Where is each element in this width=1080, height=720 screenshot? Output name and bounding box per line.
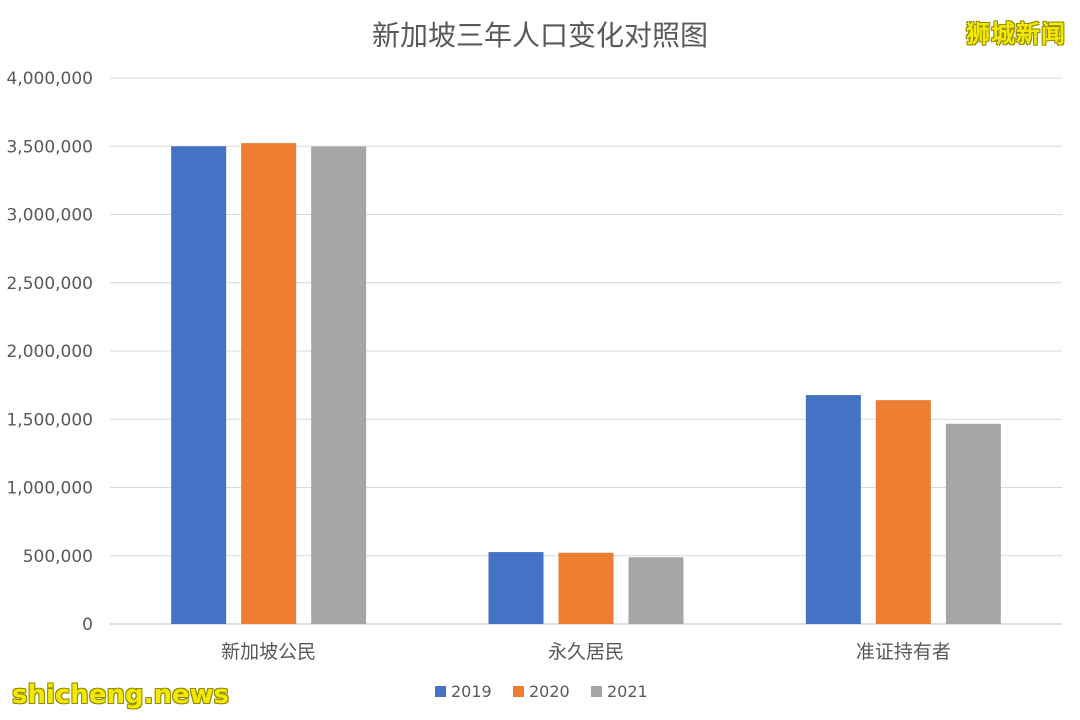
x-category-label: 新加坡公民 [221, 641, 316, 663]
chart-title: 新加坡三年人口变化对照图 [372, 19, 708, 52]
watermark-top-right: 狮城新闻 [966, 20, 1066, 48]
legend-swatch-2021 [591, 686, 602, 697]
legend-label-2019: 2019 [451, 682, 492, 701]
y-tick-label: 3,000,000 [6, 206, 93, 226]
y-tick-label: 0 [82, 615, 93, 635]
bar-2021-0 [311, 146, 367, 624]
bar-2021-1 [628, 557, 684, 624]
legend-label-2020: 2020 [529, 682, 570, 701]
y-tick-label: 4,000,000 [6, 69, 93, 89]
bar-2019-0 [171, 146, 227, 624]
legend-swatch-2019 [435, 686, 446, 697]
watermark-bottom-left: shicheng.news [12, 680, 230, 710]
y-tick-label: 2,500,000 [6, 274, 93, 294]
y-axis-tick-labels: 0 500,000 1,000,000 1,500,000 2,000,000 2,500… [6, 69, 93, 635]
bar-2019-1 [488, 552, 544, 624]
bar-2021-2 [945, 423, 1001, 624]
bar-2020-1 [558, 552, 614, 624]
bar-2020-2 [875, 400, 931, 624]
bar-2020-0 [241, 143, 297, 624]
y-tick-label: 1,500,000 [6, 410, 93, 430]
y-tick-label: 2,000,000 [6, 342, 93, 362]
y-tick-label: 500,000 [23, 547, 93, 567]
bar-2019-2 [805, 395, 861, 624]
x-category-label: 永久居民 [548, 641, 624, 663]
legend: 2019 2020 2021 [435, 682, 648, 701]
bars [171, 143, 1001, 624]
y-tick-label: 1,000,000 [6, 479, 93, 499]
y-tick-label: 3,500,000 [6, 137, 93, 157]
x-category-label: 准证持有者 [856, 641, 951, 663]
x-axis-category-labels: 新加坡公民 永久居民 准证持有者 [221, 641, 951, 663]
legend-label-2021: 2021 [607, 682, 648, 701]
legend-swatch-2020 [513, 686, 524, 697]
